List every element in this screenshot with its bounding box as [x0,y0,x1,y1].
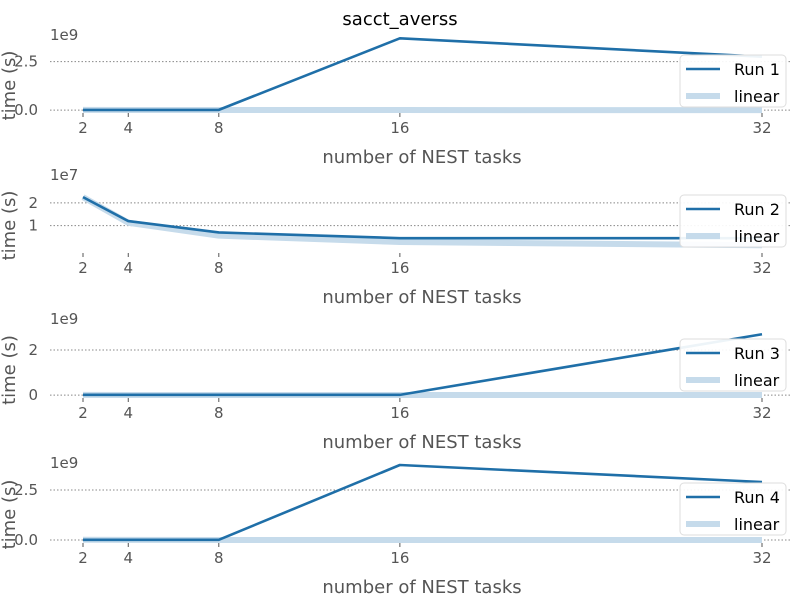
x-tick-label: 4 [123,259,133,277]
x-tick-label: 16 [390,404,409,422]
x-tick-label: 2 [78,404,88,422]
x-tick-label: 16 [390,119,409,137]
x-tick-label: 4 [123,119,133,137]
y-offset-label: 1e9 [50,310,78,328]
legend-label: Run 4 [734,488,780,507]
x-tick-label: 8 [214,404,224,422]
y-tick-label: 0 [28,386,38,404]
legend-label: linear [734,371,780,390]
legend-label: linear [734,227,780,246]
y-tick-label: 2 [28,194,38,212]
legend-label: Run 3 [734,344,780,363]
x-tick-label: 32 [752,549,771,567]
subplot-3: 0 2 2 4 8 16 32 number of NEST tasks time (s) 1e9… [0,310,790,453]
y-axis-label: time (s) [0,335,20,405]
x-tick-label: 8 [214,259,224,277]
x-axis-label: number of NEST tasks [322,147,521,168]
y-tick-label: 1 [28,217,38,235]
x-tick-label: 8 [214,549,224,567]
x-tick-label: 4 [123,404,133,422]
y-axis-label: time (s) [0,191,20,261]
subplot-2: 1 2 2 4 8 16 32 number of NEST tasks time (s) 1e7… [0,166,790,308]
x-tick-label: 32 [752,259,771,277]
y-tick-label: 2 [28,341,38,359]
y-axis-label: time (s) [0,480,20,550]
y-offset-label: 1e9 [50,454,78,472]
x-tick-label: 8 [214,119,224,137]
x-tick-label: 32 [752,119,771,137]
x-tick-label: 2 [78,549,88,567]
series-line-run-4 [83,465,762,540]
x-tick-label: 2 [78,119,88,137]
x-axis-label: number of NEST tasks [322,287,521,308]
x-tick-label: 2 [78,259,88,277]
y-offset-label: 1e9 [50,26,78,44]
y-offset-label: 1e7 [50,166,78,184]
series-line-run-3 [83,334,762,395]
x-tick-label: 32 [752,404,771,422]
legend-label: Run 2 [734,200,780,219]
legend-label: linear [734,87,780,106]
series-line-run-1 [83,38,762,110]
x-tick-label: 16 [390,549,409,567]
x-axis-label: number of NEST tasks [322,577,521,598]
y-axis-label: time (s) [0,51,20,121]
x-axis-label: number of NEST tasks [322,432,521,453]
chart-title: sacct_averss [342,9,457,30]
legend-label: linear [734,515,780,534]
x-tick-label: 16 [390,259,409,277]
x-tick-label: 4 [123,549,133,567]
legend-label: Run 1 [734,60,780,79]
